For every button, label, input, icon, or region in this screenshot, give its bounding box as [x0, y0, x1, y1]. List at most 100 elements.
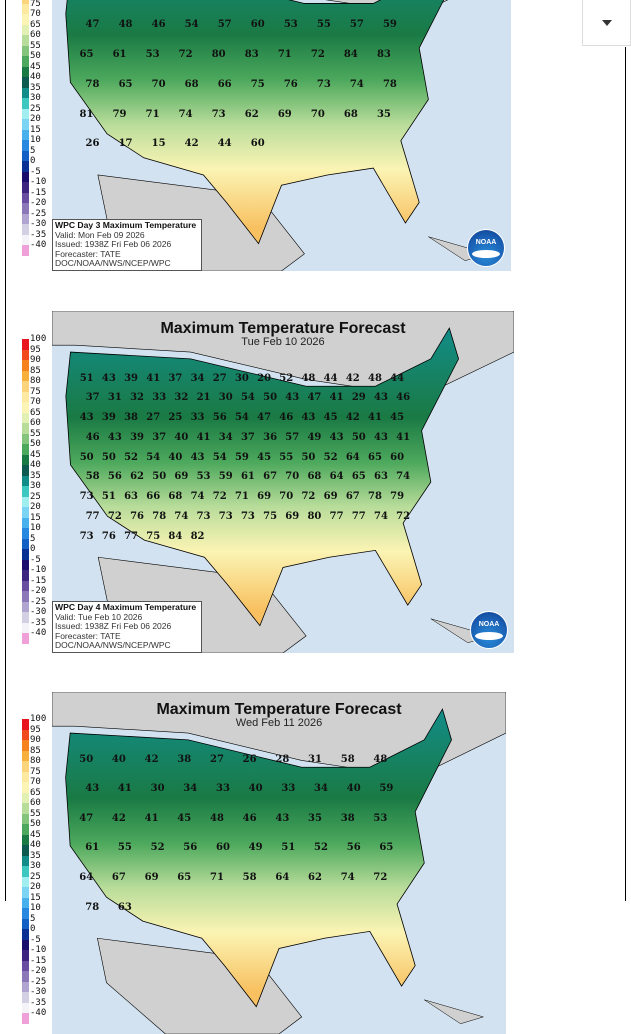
temperature-value: 51: [377, 0, 391, 1]
temperature-value: 43: [79, 412, 94, 424]
legend-label: 0: [30, 156, 36, 166]
legend-label: 10: [30, 523, 41, 533]
legend-entry: -25: [22, 597, 62, 612]
temperature-value: 33: [215, 783, 230, 795]
temperature-value: 58: [242, 872, 257, 884]
temperature-value: 75: [263, 510, 278, 522]
temperature-value: 51: [79, 372, 94, 384]
legend-entry: 5: [22, 146, 62, 161]
temperature-value: 39: [130, 431, 144, 443]
legend-swatch: [22, 475, 29, 486]
temperature-value: 82: [190, 530, 205, 542]
temperature-value: 27: [209, 753, 224, 765]
legend-swatch: [22, 887, 29, 898]
temperature-value: 79: [112, 108, 127, 120]
legend-swatch: [22, 992, 29, 1003]
legend-entry: 80: [22, 756, 62, 772]
legend-swatch: [22, 129, 29, 140]
info-issued: Issued: 1938Z Fri Feb 06 2026: [55, 621, 172, 632]
temperature-value: 64: [275, 872, 290, 884]
legend-entry: 25: [22, 492, 62, 507]
temperature-value: 34: [314, 783, 328, 795]
temperature-value: 27: [146, 412, 161, 424]
temperature-value: 68: [184, 78, 199, 90]
legend-swatch: [22, 234, 29, 245]
temperature-value: 30: [234, 372, 249, 384]
temperature-value: 77: [351, 510, 366, 522]
temperature-value: 38: [124, 412, 138, 424]
legend-label: 0: [30, 924, 36, 934]
temperature-value: 26: [85, 138, 100, 150]
legend-swatch: [22, 444, 29, 455]
temperature-value: 59: [218, 471, 233, 483]
legend-swatch: [22, 824, 29, 835]
temperature-value: 41: [196, 431, 211, 443]
temperature-value: 17: [118, 138, 133, 150]
legend-label: 10: [30, 903, 41, 913]
temperature-value: 66: [217, 78, 232, 90]
legend-swatch: [22, 454, 29, 465]
temperature-value: 34: [183, 783, 198, 795]
legend-entry: -30: [22, 607, 62, 623]
legend-swatch: [22, 213, 29, 224]
dropdown-toggle[interactable]: [582, 0, 631, 46]
legend-label: 5: [30, 145, 36, 156]
temperature-value: 50: [311, 0, 325, 1]
legend-entry: 100: [22, 334, 62, 350]
legend-label: 50: [30, 51, 41, 61]
temperature-value: 77: [124, 530, 138, 542]
temperature-value: 43: [101, 372, 116, 384]
legend-entry: 90: [22, 735, 62, 751]
legend-swatch: [22, 633, 29, 644]
noaa-logo-text: NOAA: [478, 621, 500, 628]
temperature-value: 50: [79, 753, 94, 765]
legend-label: 95: [30, 724, 41, 735]
legend-entry: 45: [22, 830, 62, 845]
map-title: Maximum Temperature Forecast: [156, 701, 402, 718]
temperature-value: 67: [263, 471, 278, 483]
temperature-value: 39: [124, 372, 138, 384]
legend-entry: 65: [22, 20, 62, 35]
temperature-value: 30: [150, 783, 165, 795]
temperature-value: 56: [346, 842, 361, 854]
legend-swatch: [22, 918, 29, 929]
legend-swatch: [22, 761, 29, 772]
legend-label: 45: [30, 829, 41, 840]
temperature-value: 78: [368, 491, 382, 503]
legend-swatch: [22, 108, 29, 119]
legend-entry: 40: [22, 840, 62, 856]
legend-swatch: [22, 1002, 29, 1013]
temperature-value: 45: [390, 412, 405, 424]
temperature-value: 54: [234, 412, 249, 424]
temperature-value: 63: [124, 491, 138, 503]
legend-entry: 75: [22, 387, 62, 402]
legend-label: 70: [30, 9, 41, 19]
temperature-value: 26: [242, 753, 257, 765]
legend-swatch: [22, 349, 29, 360]
temperature-value: 29: [351, 392, 366, 404]
legend-entry: 20: [22, 502, 62, 518]
temperature-value: 37: [168, 372, 183, 384]
temperature-value: 41: [146, 0, 160, 1]
temperature-value: 50: [152, 471, 167, 483]
temperature-value: 41: [368, 412, 382, 424]
temperature-value: 84: [168, 530, 183, 542]
legend-swatch: [22, 622, 29, 633]
temperature-value: 65: [379, 842, 394, 854]
legend-entry: 85: [22, 746, 62, 761]
legend-label: 20: [30, 114, 41, 124]
temperature-value: 76: [101, 530, 116, 542]
land-conus: [65, 0, 445, 245]
temperature-value: 32: [174, 392, 189, 404]
legend-swatch: [22, 0, 29, 4]
temperature-value: 61: [85, 842, 100, 854]
temperature-value: 46: [242, 812, 257, 824]
temperature-forecast-map: 50 40 42 38 27 26 28 31 58 48 43 41 30 34 33 40 33 34 40 59…: [52, 692, 506, 1034]
legend-label: 50: [30, 819, 41, 829]
temperature-value: 58: [85, 471, 100, 483]
legend-label: 80: [30, 376, 41, 386]
temperature-value: 43: [107, 431, 122, 443]
temperature-value: 56: [212, 412, 227, 424]
temperature-value: 68: [343, 108, 358, 120]
legend-swatch: [22, 66, 29, 77]
